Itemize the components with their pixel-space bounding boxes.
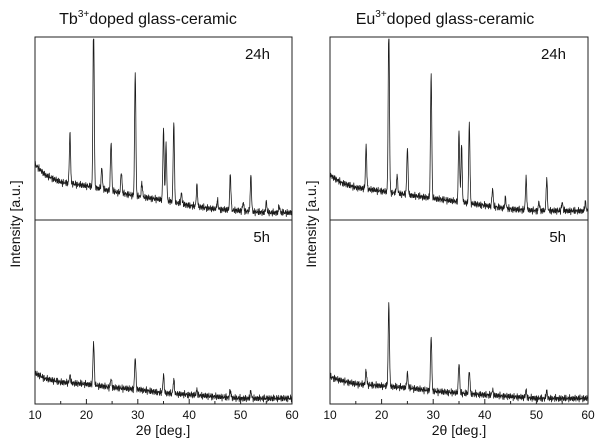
- eu-x-tick-label: 50: [530, 408, 544, 422]
- eu-x-tick-label: 20: [375, 408, 389, 422]
- tb-chart-title: Tb3+doped glass-ceramic: [59, 9, 237, 28]
- tb-x-tick-label: 10: [28, 408, 42, 422]
- tb-title-rest: doped glass-ceramic: [89, 11, 237, 28]
- tb-x-tick-label: 30: [131, 408, 145, 422]
- tb-title-ion: Tb: [59, 11, 78, 28]
- eu-xrd-trace-5h: [329, 302, 589, 403]
- eu-chart-title: Eu3+doped glass-ceramic: [356, 9, 535, 28]
- tb-x-tick-label: 40: [183, 408, 197, 422]
- tb-y-axis-label: Intensity [a.u.]: [7, 180, 23, 267]
- tb-xrd-trace-5h: [34, 340, 293, 403]
- tb-title-charge: 3+: [78, 9, 90, 20]
- tb-xlabel-num: 2: [136, 422, 144, 438]
- eu-plot-area: 10 20 30 40 50 60 24h 5h: [323, 36, 595, 422]
- eu-chart: Eu3+doped glass-ceramic Intensity [a.u.]…: [303, 9, 595, 438]
- eu-x-tick-label: 60: [581, 408, 595, 422]
- eu-xlabel-unit: [deg.]: [447, 422, 486, 438]
- eu-xlabel-num: 2: [432, 422, 440, 438]
- eu-panel-24h-label: 24h: [541, 46, 566, 63]
- tb-plot-area: 10 20 30 40 50 60 24h 5h: [28, 36, 299, 422]
- tb-xrd-trace-24h: [34, 38, 293, 218]
- eu-title-ion: Eu: [356, 11, 376, 28]
- tb-panel-24h-label: 24h: [245, 46, 270, 63]
- tb-xlabel-unit: [deg.]: [151, 422, 190, 438]
- eu-title-charge: 3+: [375, 9, 387, 20]
- tb-xlabel-theta: θ: [144, 422, 152, 438]
- eu-panel-5h-label: 5h: [549, 229, 566, 246]
- eu-y-axis-label: Intensity [a.u.]: [303, 180, 319, 267]
- eu-xlabel-theta: θ: [440, 422, 448, 438]
- eu-xrd-trace-24h: [329, 38, 589, 216]
- tb-chart: Tb3+doped glass-ceramic Intensity [a.u.]…: [7, 9, 299, 438]
- eu-x-tick-label: 30: [427, 408, 441, 422]
- tb-x-tick-label: 60: [285, 408, 299, 422]
- tb-x-axis-label: 2θ [deg.]: [136, 422, 191, 438]
- eu-x-axis-label: 2θ [deg.]: [432, 422, 487, 438]
- tb-x-tick-label: 50: [234, 408, 248, 422]
- eu-x-tick-label: 10: [323, 408, 337, 422]
- tb-panel-5h-label: 5h: [253, 229, 270, 246]
- eu-title-rest: doped glass-ceramic: [387, 11, 535, 28]
- eu-x-tick-label: 40: [478, 408, 492, 422]
- tb-x-tick-label: 20: [80, 408, 94, 422]
